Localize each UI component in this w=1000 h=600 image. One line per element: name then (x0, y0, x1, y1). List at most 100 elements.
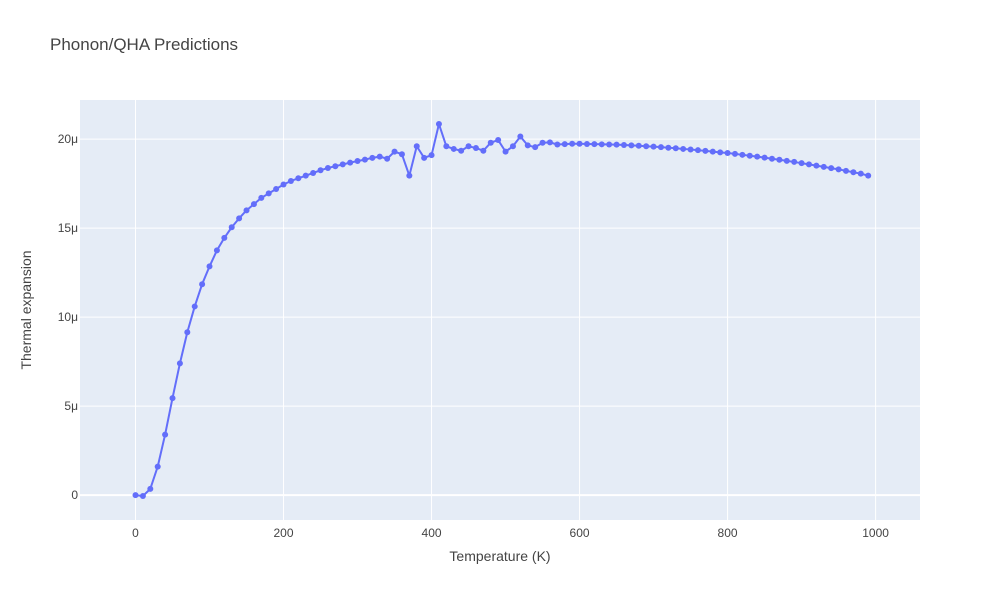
data-point[interactable] (739, 151, 746, 158)
data-point[interactable] (287, 177, 294, 184)
data-point[interactable] (236, 215, 243, 222)
data-point[interactable] (776, 156, 783, 163)
data-point[interactable] (783, 157, 790, 164)
data-point[interactable] (643, 143, 650, 150)
data-point[interactable] (302, 172, 309, 179)
data-point[interactable] (280, 181, 287, 188)
data-point[interactable] (162, 431, 169, 438)
data-point[interactable] (176, 360, 183, 367)
data-point[interactable] (406, 172, 413, 179)
data-point[interactable] (384, 155, 391, 162)
data-point[interactable] (421, 154, 428, 161)
data-point[interactable] (524, 142, 531, 149)
data-point[interactable] (598, 141, 605, 148)
data-point[interactable] (509, 143, 516, 150)
data-point[interactable] (798, 160, 805, 167)
data-point[interactable] (184, 329, 191, 336)
data-point[interactable] (702, 147, 709, 154)
data-point[interactable] (665, 144, 672, 151)
data-point[interactable] (620, 142, 627, 149)
data-point[interactable] (517, 133, 524, 140)
data-point[interactable] (591, 141, 598, 148)
data-point[interactable] (820, 163, 827, 170)
data-point[interactable] (502, 148, 509, 155)
data-point[interactable] (680, 145, 687, 152)
data-point[interactable] (472, 145, 479, 152)
plot-area[interactable] (80, 100, 920, 520)
data-point[interactable] (694, 147, 701, 154)
data-point[interactable] (295, 175, 302, 182)
data-point[interactable] (213, 247, 220, 254)
data-point[interactable] (865, 172, 872, 179)
data-point[interactable] (154, 463, 161, 470)
data-point[interactable] (554, 141, 561, 148)
data-point[interactable] (228, 224, 235, 231)
data-point[interactable] (221, 234, 228, 241)
data-point[interactable] (354, 158, 361, 165)
data-point[interactable] (613, 141, 620, 148)
data-point[interactable] (258, 194, 265, 201)
data-point[interactable] (709, 148, 716, 155)
data-point[interactable] (347, 159, 354, 166)
data-point[interactable] (761, 154, 768, 161)
data-point[interactable] (650, 143, 657, 150)
data-point[interactable] (191, 303, 198, 310)
data-point[interactable] (672, 145, 679, 152)
data-point[interactable] (805, 161, 812, 168)
data-point[interactable] (206, 263, 213, 270)
data-point[interactable] (243, 207, 250, 214)
data-point[interactable] (583, 140, 590, 147)
data-point[interactable] (376, 153, 383, 160)
data-point[interactable] (857, 170, 864, 177)
data-point[interactable] (273, 185, 280, 192)
data-point[interactable] (265, 190, 272, 197)
data-point[interactable] (532, 144, 539, 151)
data-point[interactable] (657, 144, 664, 151)
data-point[interactable] (746, 152, 753, 159)
data-point[interactable] (147, 485, 154, 492)
data-point[interactable] (606, 141, 613, 148)
data-point[interactable] (480, 147, 487, 154)
data-point[interactable] (199, 281, 206, 288)
data-point[interactable] (169, 395, 176, 402)
data-point[interactable] (569, 140, 576, 147)
data-point[interactable] (835, 166, 842, 173)
data-point[interactable] (576, 140, 583, 147)
data-point[interactable] (250, 201, 257, 208)
data-point[interactable] (546, 139, 553, 146)
data-point[interactable] (813, 162, 820, 169)
data-point[interactable] (139, 492, 146, 499)
data-point[interactable] (310, 169, 317, 176)
data-point[interactable] (324, 164, 331, 171)
data-point[interactable] (443, 143, 450, 150)
data-point[interactable] (628, 142, 635, 149)
data-point[interactable] (717, 149, 724, 156)
data-point[interactable] (369, 154, 376, 161)
data-point[interactable] (828, 165, 835, 172)
data-point[interactable] (465, 143, 472, 150)
data-point[interactable] (561, 141, 568, 148)
data-point[interactable] (339, 161, 346, 168)
data-point[interactable] (332, 163, 339, 170)
data-point[interactable] (435, 121, 442, 128)
data-point[interactable] (428, 152, 435, 159)
data-point[interactable] (317, 167, 324, 174)
data-point[interactable] (687, 146, 694, 153)
data-point[interactable] (495, 137, 502, 144)
data-point[interactable] (391, 148, 398, 155)
data-point[interactable] (768, 155, 775, 162)
data-point[interactable] (539, 139, 546, 146)
data-point[interactable] (450, 145, 457, 152)
data-point[interactable] (398, 151, 405, 158)
data-point[interactable] (635, 142, 642, 149)
data-point[interactable] (791, 158, 798, 165)
data-point[interactable] (724, 150, 731, 157)
data-point[interactable] (731, 150, 738, 157)
data-point[interactable] (487, 139, 494, 146)
data-point[interactable] (458, 147, 465, 154)
data-point[interactable] (850, 169, 857, 176)
data-point[interactable] (132, 492, 139, 499)
data-point[interactable] (413, 143, 420, 150)
data-point[interactable] (842, 167, 849, 174)
data-point[interactable] (361, 156, 368, 163)
